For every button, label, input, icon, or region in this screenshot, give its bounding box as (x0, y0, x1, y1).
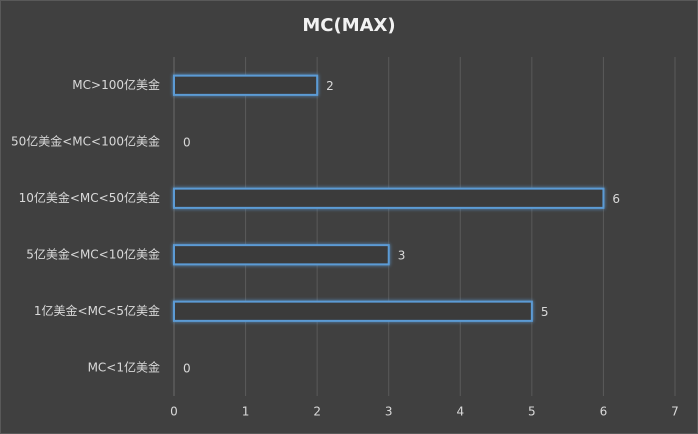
y-tick-label: 10亿美金<MC<50亿美金 (19, 190, 160, 205)
data-label: 5 (541, 305, 549, 319)
bar (173, 187, 605, 209)
x-tick-label: 6 (600, 405, 608, 419)
chart-title: MC(MAX) (302, 15, 395, 36)
data-label: 3 (398, 248, 406, 262)
x-tick-label: 7 (671, 405, 679, 419)
x-tick-label: 5 (528, 405, 536, 419)
y-tick-label: MC<1亿美金 (88, 359, 160, 374)
x-tick-label: 2 (313, 405, 321, 419)
bar (173, 300, 533, 322)
data-label: 0 (183, 135, 191, 149)
bar (173, 74, 319, 96)
y-tick-label: MC>100亿美金 (72, 77, 160, 92)
x-tick-label: 4 (456, 405, 464, 419)
x-tick-label: 3 (385, 405, 393, 419)
data-label: 0 (183, 361, 191, 375)
y-tick-label: 50亿美金<MC<100亿美金 (11, 133, 160, 148)
data-label: 2 (326, 79, 334, 93)
bar (173, 244, 390, 266)
x-tick-label: 0 (170, 405, 178, 419)
y-tick-label: 1亿美金<MC<5亿美金 (34, 303, 160, 318)
x-tick-label: 1 (242, 405, 250, 419)
y-tick-label: 5亿美金<MC<10亿美金 (26, 246, 160, 261)
data-label: 6 (612, 192, 620, 206)
